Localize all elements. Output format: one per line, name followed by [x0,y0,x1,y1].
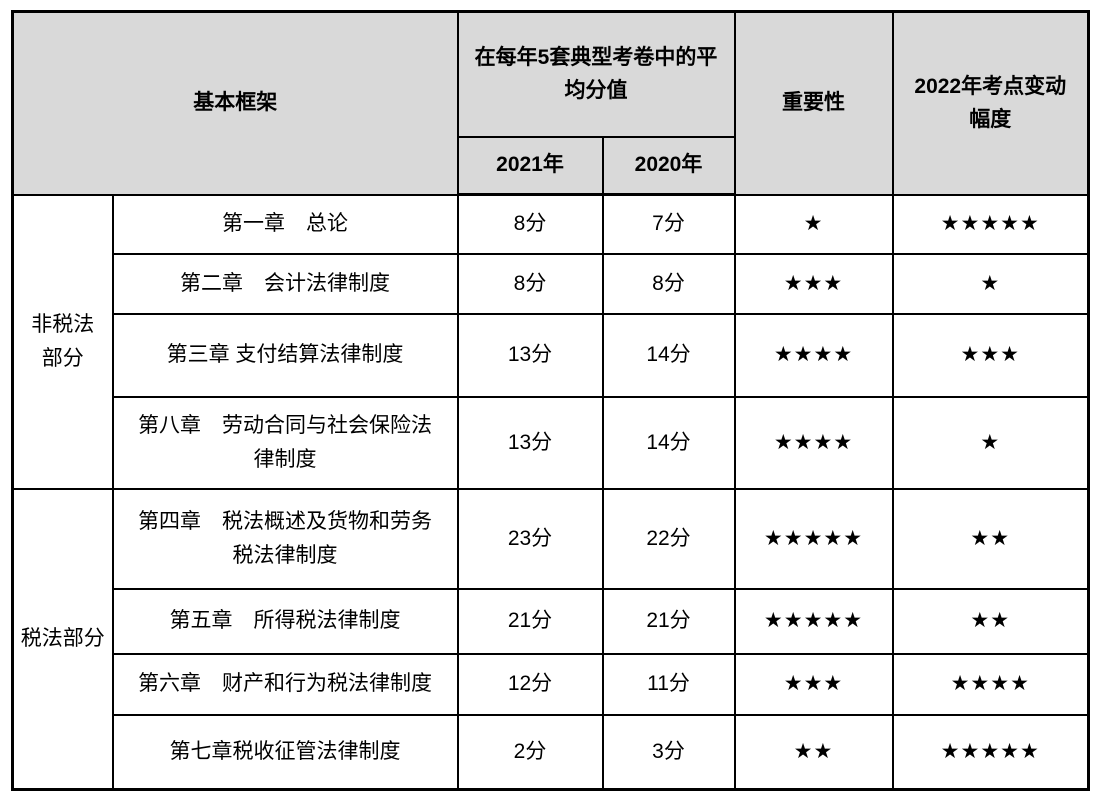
score-2020-cell: 8分 [601,252,736,315]
score-2021-cell: 23分 [456,487,604,590]
table-row: 第五章 所得税法律制度 21分 21分 ★★★★★ ★★ [13,587,1090,655]
importance-stars: ★ [733,193,894,255]
score-2020-cell: 3分 [601,713,736,791]
header-year-2021: 2021年 [456,135,604,196]
score-2021-cell: 8分 [456,252,604,315]
importance-stars: ★★★★★ [733,587,894,655]
chapter-cell: 第四章 税法概述及货物和劳务 税法律制度 [111,487,459,590]
exam-analysis-table: 基本框架 在每年5套典型考卷中的平 均分值 重要性 2022年考点变动 幅度 2… [11,10,1090,791]
group-label-tax: 税法部分 [11,487,114,791]
table-row: 第二章 会计法律制度 8分 8分 ★★★ ★ [13,252,1090,315]
importance-stars: ★★ [733,713,894,791]
chapter-cell: 第八章 劳动合同与社会保险法 律制度 [111,395,459,490]
importance-stars: ★★★★ [733,312,894,398]
score-2020-cell: 14分 [601,395,736,490]
chapter-cell: 第二章 会计法律制度 [111,252,459,315]
header-year-2020: 2020年 [601,135,736,196]
table-row: 税法部分 第四章 税法概述及货物和劳务 税法律制度 23分 22分 ★★★★★ … [11,487,1090,791]
change-stars: ★★★★★ [891,713,1090,791]
change-stars: ★★ [891,587,1090,655]
importance-stars: ★★★ [733,252,894,315]
table-row: 第七章税收征管法律制度 2分 3分 ★★ ★★★★★ [13,713,1090,791]
score-2020-cell: 7分 [601,193,736,255]
score-2021-cell: 12分 [456,652,604,716]
score-2020-cell: 21分 [601,587,736,655]
header-change-2022: 2022年考点变动 幅度 [891,10,1090,196]
score-2021-cell: 21分 [456,587,604,655]
chapter-cell: 第六章 财产和行为税法律制度 [111,652,459,716]
header-importance: 重要性 [733,10,894,196]
chapter-cell: 第七章税收征管法律制度 [111,713,459,791]
chapter-cell: 第三章 支付结算法律制度 [111,312,459,398]
change-stars: ★★ [891,487,1090,590]
table-row: 第六章 财产和行为税法律制度 12分 11分 ★★★ ★★★★ [13,652,1090,716]
change-stars: ★★★★★ [891,193,1090,255]
chapter-cell: 第五章 所得税法律制度 [111,587,459,655]
header-avg-score: 在每年5套典型考卷中的平 均分值 [456,10,736,138]
change-stars: ★ [891,395,1090,490]
chapter-cell: 第一章 总论 [111,193,459,255]
score-2021-cell: 2分 [456,713,604,791]
change-stars: ★ [891,252,1090,315]
score-2021-cell: 13分 [456,312,604,398]
group-label-non-tax: 非税法 部分 [11,193,114,490]
importance-stars: ★★★★★ [733,487,894,590]
score-2021-cell: 13分 [456,395,604,490]
table-row: 第八章 劳动合同与社会保险法 律制度 13分 14分 ★★★★ ★ [13,395,1090,490]
score-2020-cell: 14分 [601,312,736,398]
score-2020-cell: 22分 [601,487,736,590]
score-2021-cell: 8分 [456,193,604,255]
table-row: 第三章 支付结算法律制度 13分 14分 ★★★★ ★★★ [13,312,1090,398]
change-stars: ★★★★ [891,652,1090,716]
importance-stars: ★★★ [733,652,894,716]
table-row: 非税法 部分 第一章 总论 8分 7分 ★ ★★★★★ [11,193,1090,490]
change-stars: ★★★ [891,312,1090,398]
importance-stars: ★★★★ [733,395,894,490]
header-basic-framework: 基本框架 [11,10,459,196]
score-2020-cell: 11分 [601,652,736,716]
